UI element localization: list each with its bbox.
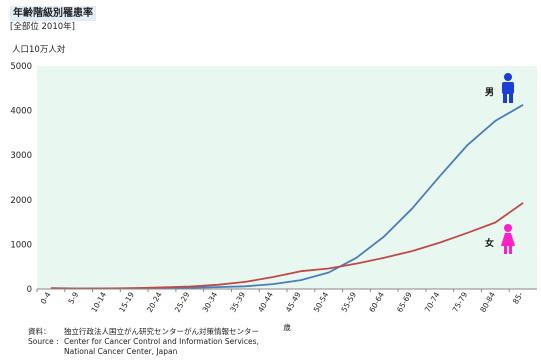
- y-tick-label: 4000: [10, 107, 32, 117]
- y-axis-unit: 人口10万人対: [12, 45, 66, 55]
- legend-label-male: 男: [485, 87, 494, 98]
- chart-title: 年齢階級別罹患率: [10, 6, 96, 21]
- y-tick-label: 2000: [10, 196, 32, 206]
- male-figure-icon: [502, 73, 514, 103]
- x-tick-label: 35-39: [228, 290, 247, 314]
- x-tick-label: 30-34: [201, 290, 220, 314]
- x-tick-label: 25-29: [173, 290, 192, 314]
- x-tick-label: 15-19: [117, 290, 136, 314]
- source-line1-en: Center for Cancer Control and Informatio…: [64, 337, 259, 346]
- source-note: 資料： 独立行政法人国立がん研究センターがん対策情報センター Source : Ce…: [28, 327, 259, 357]
- x-tick-label: 70-74: [423, 290, 442, 314]
- x-tick-label: 80-84: [478, 290, 497, 314]
- x-tick-label: 40-44: [256, 290, 275, 314]
- series-line-1: [50, 202, 524, 290]
- x-tick-label: 50-54: [312, 290, 331, 314]
- female-figure-icon: [501, 224, 515, 254]
- source-label-en: Source :: [28, 337, 59, 346]
- x-tick-label: 85-: [511, 290, 525, 305]
- x-tick-label: 20-24: [145, 290, 164, 314]
- source-line2-en: National Cancer Center, Japan: [64, 347, 178, 356]
- y-tick-label: 5000: [10, 62, 32, 72]
- source-text-jp: 独立行政法人国立がん研究センターがん対策情報センター: [64, 327, 259, 336]
- x-tick-label: 0-4: [39, 290, 53, 305]
- x-tick-label: 75-79: [451, 290, 470, 314]
- legend-label-female: 女: [485, 237, 494, 249]
- y-tick-label: 0: [27, 285, 32, 295]
- x-tick-label: 10-14: [89, 290, 108, 314]
- chart-subtitle: [全部位 2010年]: [10, 22, 75, 32]
- x-tick-label: 45-49: [284, 290, 303, 314]
- x-axis-label: 歳: [283, 322, 291, 332]
- x-tick-label: 60-64: [367, 290, 386, 314]
- y-tick-label: 3000: [10, 151, 32, 161]
- x-tick-label: 5-9: [66, 290, 80, 305]
- y-tick-label: 1000: [10, 240, 32, 250]
- x-tick-label: 65-69: [395, 290, 414, 314]
- plot-area: [37, 66, 537, 289]
- source-label-jp: 資料：: [28, 327, 51, 336]
- x-tick-label: 55-59: [339, 290, 358, 314]
